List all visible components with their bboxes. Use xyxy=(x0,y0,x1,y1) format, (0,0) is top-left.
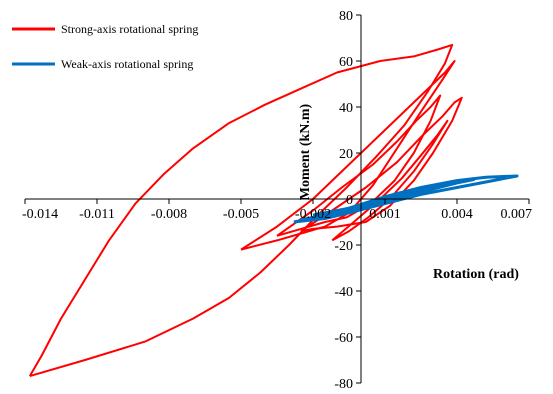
x-axis-title: Rotation (rad) xyxy=(433,267,519,282)
legend-label-weak-axis: Weak-axis rotational spring xyxy=(61,57,193,71)
y-tick-label: 40 xyxy=(339,101,353,116)
y-tick-group: 80 60 40 20 0 -20 -40 -60 -80 xyxy=(334,9,361,392)
strong-axis-loop xyxy=(28,43,454,378)
x-tick-label: 0.001 xyxy=(369,207,401,222)
x-tick-label: -0.002 xyxy=(295,207,331,222)
y-tick-label: 80 xyxy=(339,9,353,24)
y-tick-label: -20 xyxy=(334,239,353,254)
legend-item-strong-axis: Strong-axis rotational spring xyxy=(12,22,198,36)
y-tick-label: -60 xyxy=(334,331,353,346)
x-tick-label: 0.004 xyxy=(441,207,473,222)
legend-item-weak-axis: Weak-axis rotational spring xyxy=(12,57,193,71)
y-tick-label: -80 xyxy=(334,377,353,392)
x-tick-label: -0.011 xyxy=(79,207,115,222)
x-tick-label: -0.008 xyxy=(151,207,187,222)
y-tick-label: 20 xyxy=(339,147,353,162)
y-axis-title: Moment (kN.m) xyxy=(298,103,313,200)
strong-axis-loop xyxy=(276,94,442,237)
y-tick-label: 0 xyxy=(346,193,353,208)
legend-label-strong-axis: Strong-axis rotational spring xyxy=(61,22,198,36)
x-tick-label: -0.005 xyxy=(223,207,259,222)
x-tick-label: 0.007 xyxy=(501,207,533,222)
axes-layer: -0.014 -0.011 -0.008 -0.005 -0.002 0.001 0.004… xyxy=(22,9,532,392)
x-tick-label: -0.014 xyxy=(22,207,58,222)
x-tick-group: -0.014 -0.011 -0.008 -0.005 -0.002 0.001 0.004… xyxy=(22,199,532,222)
y-tick-label: -40 xyxy=(334,285,353,300)
y-tick-label: 60 xyxy=(339,55,353,70)
weak-axis-loop xyxy=(312,180,459,217)
legend: Strong-axis rotational spring Weak-axis … xyxy=(12,22,198,71)
